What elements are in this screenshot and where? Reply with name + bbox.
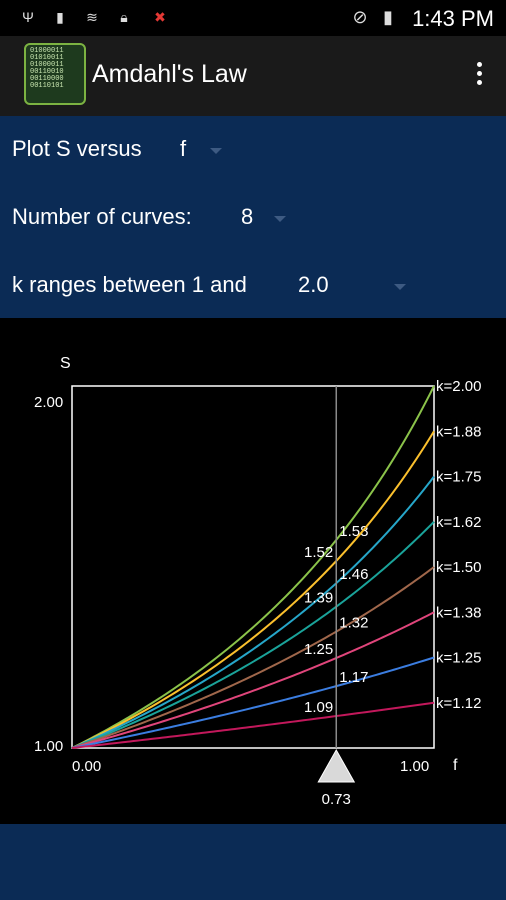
curve-line [72, 386, 434, 748]
curves-label: Number of curves: [12, 204, 192, 230]
curve-name-label: k=2.00 [436, 378, 481, 395]
curve-line [72, 658, 434, 749]
plot-variable-label: Plot S versus [12, 136, 142, 162]
curves-group: k=2.00 1.58 k=1.88 1.52 k=1.75 1.46 k=1.62 1.39… [72, 378, 481, 748]
plot-frame [72, 386, 434, 748]
plot-variable-value: f [180, 136, 186, 161]
cursor-value-label: 0.73 [322, 791, 351, 808]
curve-value-label: 1.32 [339, 615, 368, 632]
curves-value: 8 [241, 204, 253, 229]
y-axis-label: S [60, 355, 71, 372]
curve-name-label: k=1.62 [436, 514, 481, 531]
dropdown-arrow-icon [274, 216, 286, 222]
do-not-disturb-icon: ⊘ [352, 7, 368, 27]
app-logo: 01000011 01010011 01000011 00110010 0011… [24, 43, 86, 105]
controls-panel: Plot S versus f Number of curves: 8 k ra… [0, 116, 506, 316]
curve-value-label: 1.58 [339, 523, 368, 540]
app-bar: 01000011 01010011 01000011 00110010 0011… [0, 36, 506, 116]
battery-saver-icon: ▮ [52, 7, 68, 27]
curve-value-label: 1.39 [304, 590, 333, 607]
dropdown-arrow-icon [394, 284, 406, 290]
curve-line [72, 522, 434, 748]
status-bar: Ψ ▮ ≋ 🔒︎ ✖ ⊘ ▮ 1:43 PM [0, 0, 506, 36]
battery-icon: ▮ [380, 7, 396, 27]
wifi-icon: ≋ [84, 7, 100, 27]
status-time: 1:43 PM [412, 6, 494, 32]
curve-value-label: 1.25 [304, 641, 333, 658]
curve-name-label: k=1.25 [436, 650, 481, 667]
app-logo-text: 01000011 01010011 01000011 00110010 0011… [26, 45, 84, 93]
plot-area: S f 2.00 1.00 0.00 1.00 k=2.00 1.58 k=1.88… [0, 318, 506, 824]
x-tick-label: 1.00 [400, 758, 429, 775]
k-range-label: k ranges between 1 and [12, 272, 247, 298]
y-tick-label: 2.00 [34, 394, 63, 411]
curve-name-label: k=1.12 [436, 695, 481, 712]
app-title: Amdahl's Law [92, 60, 247, 89]
curve-name-label: k=1.50 [436, 559, 481, 576]
k-range-dropdown[interactable]: 2.0 [298, 272, 410, 302]
x-axis-label: f [453, 757, 458, 774]
curve-value-label: 1.17 [339, 669, 368, 686]
curve-name-label: k=1.88 [436, 423, 481, 440]
lock-icon: 🔒︎ [116, 7, 132, 27]
dropdown-arrow-icon [210, 148, 222, 154]
cursor-handle[interactable] [318, 750, 354, 782]
x-tick-label: 0.00 [72, 758, 101, 775]
plot-variable-dropdown[interactable]: f [180, 136, 232, 166]
close-notification-icon: ✖ [152, 7, 168, 27]
curve-name-label: k=1.75 [436, 469, 481, 486]
usb-icon: Ψ [20, 7, 36, 27]
curve-value-label: 1.09 [304, 699, 333, 716]
y-tick-label: 1.00 [34, 738, 63, 755]
amdahl-chart: S f 2.00 1.00 0.00 1.00 k=2.00 1.58 k=1.88… [0, 318, 506, 824]
overflow-menu-icon[interactable] [474, 60, 484, 90]
curve-value-label: 1.52 [304, 544, 333, 561]
curve-name-label: k=1.38 [436, 604, 481, 621]
curve-value-label: 1.46 [339, 566, 368, 583]
curves-dropdown[interactable]: 8 [241, 204, 293, 234]
k-range-value: 2.0 [298, 272, 329, 297]
